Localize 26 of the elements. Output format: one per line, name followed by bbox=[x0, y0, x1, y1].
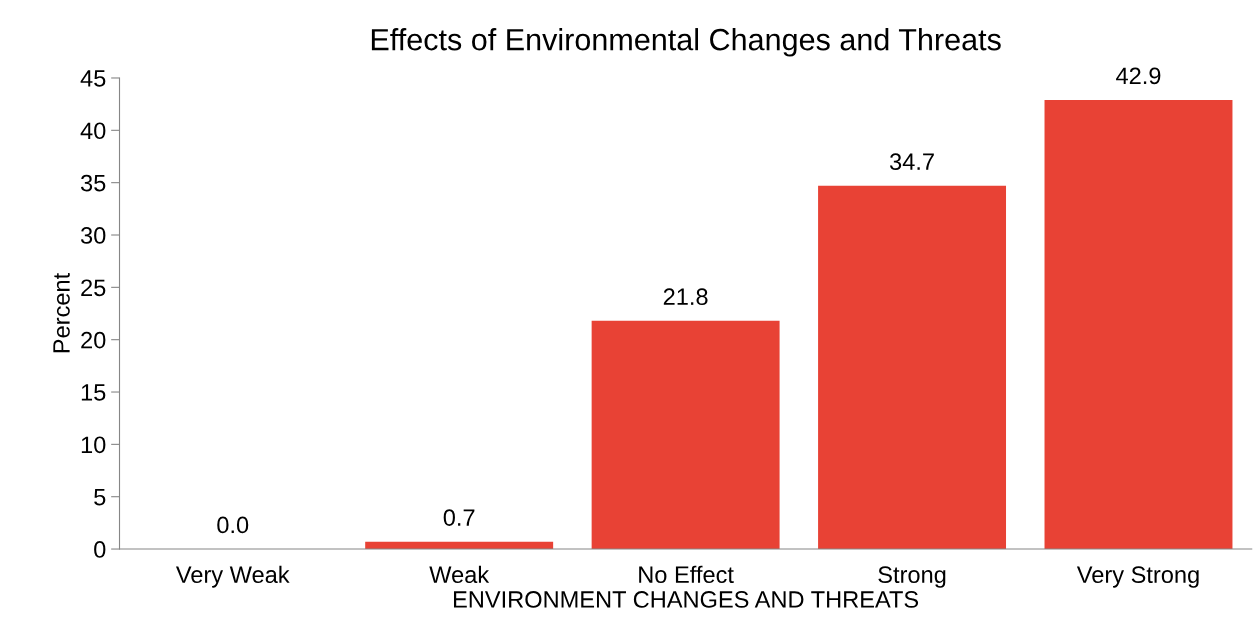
y-tick-label: 20 bbox=[81, 331, 106, 349]
y-tick-label: 35 bbox=[80, 174, 106, 192]
y-tick-label: 45 bbox=[80, 70, 106, 87]
y-tick-label: 30 bbox=[80, 227, 106, 244]
y-tick-label: 0 bbox=[94, 541, 106, 558]
x-tick-label: Very Strong bbox=[1076, 566, 1199, 588]
chart-title: Effects of Environmental Changes and Threats bbox=[371, 28, 1001, 57]
data-label: 0.0 bbox=[217, 516, 249, 534]
y-tick-label: 5 bbox=[94, 489, 106, 506]
y-tick-label: 15 bbox=[81, 384, 106, 401]
y-tick-label: 40 bbox=[80, 122, 106, 140]
data-label: 21.8 bbox=[663, 288, 708, 306]
x-tick-label: No Effect bbox=[639, 565, 734, 584]
x-tick-label: Strong bbox=[878, 566, 946, 588]
data-label: 0.7 bbox=[443, 509, 475, 526]
bar bbox=[1044, 99, 1233, 550]
x-tick-label: Very Weak bbox=[175, 565, 290, 588]
data-label: 42.9 bbox=[1116, 67, 1161, 85]
bar bbox=[818, 185, 1007, 550]
y-axis-title: Percent bbox=[53, 273, 70, 353]
y-tick-label: 10 bbox=[81, 436, 106, 454]
bar bbox=[591, 320, 780, 550]
y-tick-label: 25 bbox=[81, 279, 106, 297]
x-tick-label: Weak bbox=[429, 565, 490, 584]
x-axis-title: ENVIRONMENT CHANGES AND THREATS bbox=[454, 591, 919, 608]
data-label: 34.7 bbox=[889, 153, 934, 171]
